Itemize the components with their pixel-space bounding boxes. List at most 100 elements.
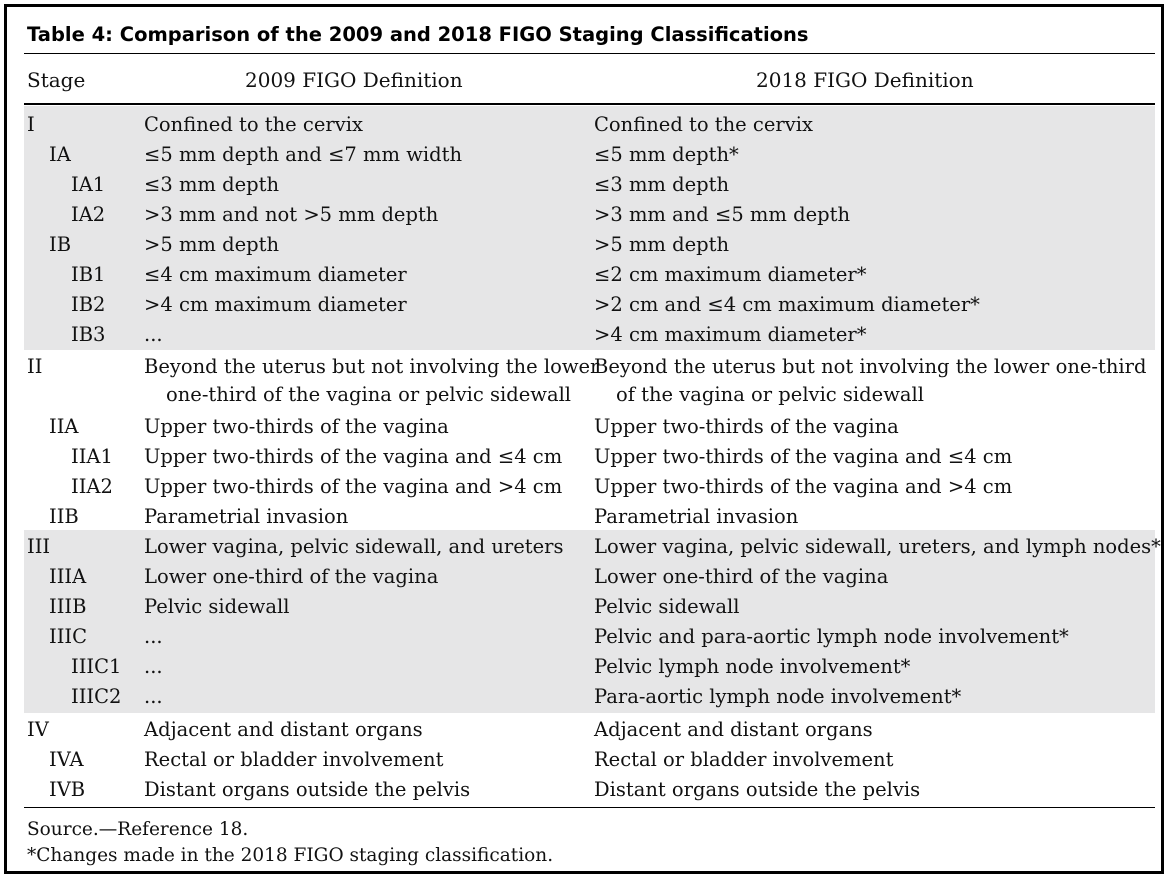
table-row: IIIA Lower one-third of the vagina Lower… xyxy=(24,562,1155,592)
column-header-2009-definition: 2009 FIGO Definition xyxy=(245,68,463,92)
definition-2018-cell: Pelvic and para-aortic lymph node involv… xyxy=(594,625,1069,648)
stage-cell: IIA1 xyxy=(71,445,113,468)
stage-cell: IVB xyxy=(49,778,86,801)
definition-2018-cell: Upper two-thirds of the vagina and >4 cm xyxy=(594,475,1013,498)
table-row: IIIC ... Pelvic and para-aortic lymph no… xyxy=(24,622,1155,652)
definition-2018-cell: >2 cm and ≤4 cm maximum diameter* xyxy=(594,293,980,316)
definition-2009-cell: Rectal or bladder involvement xyxy=(144,748,444,771)
definition-2018-cell: Parametrial invasion xyxy=(594,505,799,528)
definition-2018-cell: >5 mm depth xyxy=(594,233,730,256)
table-row: IA1 ≤3 mm depth ≤3 mm depth xyxy=(24,170,1155,200)
stage-group-ii: II Beyond the uterus but not involving t… xyxy=(24,350,1155,530)
definition-2009-cell: Adjacent and distant organs xyxy=(144,718,423,741)
table-bottom-rule xyxy=(24,807,1155,808)
table-row: IIIC1 ... Pelvic lymph node involvement* xyxy=(24,652,1155,682)
table-title: Table 4: Comparison of the 2009 and 2018… xyxy=(27,23,809,46)
table-row: I Confined to the cervix Confined to the… xyxy=(24,110,1155,140)
definition-2018-cell: Rectal or bladder involvement xyxy=(594,748,894,771)
table-row: IIA1 Upper two-thirds of the vagina and … xyxy=(24,442,1155,472)
title-rule xyxy=(24,53,1155,54)
table-row: IA ≤5 mm depth and ≤7 mm width ≤5 mm dep… xyxy=(24,140,1155,170)
stage-cell: III xyxy=(27,535,51,558)
table-row: IV Adjacent and distant organs Adjacent … xyxy=(24,715,1155,745)
definition-2009-cell: >3 mm and not >5 mm depth xyxy=(144,203,439,226)
stage-group-i: I Confined to the cervix Confined to the… xyxy=(24,106,1155,350)
stage-cell: IB2 xyxy=(71,293,106,316)
table-frame: Table 4: Comparison of the 2009 and 2018… xyxy=(4,4,1164,874)
definition-2018-cell: Pelvic lymph node involvement* xyxy=(594,655,911,678)
table-row: IVB Distant organs outside the pelvis Di… xyxy=(24,775,1155,805)
definition-2009-cell: ≤3 mm depth xyxy=(144,173,280,196)
definition-2009-cell: >5 mm depth xyxy=(144,233,280,256)
table-row: IVA Rectal or bladder involvement Rectal… xyxy=(24,745,1155,775)
definition-2018-cell: Upper two-thirds of the vagina xyxy=(594,415,899,438)
definition-2009-cell: Lower one-third of the vagina xyxy=(144,565,439,588)
stage-cell: IIIA xyxy=(49,565,87,588)
stage-group-iv: IV Adjacent and distant organs Adjacent … xyxy=(24,713,1155,807)
stage-cell: IA xyxy=(49,143,71,166)
definition-2018-cell: ≤5 mm depth* xyxy=(594,143,739,166)
definition-2018-cell: Pelvic sidewall xyxy=(594,595,740,618)
stage-cell: IIIC2 xyxy=(71,685,122,708)
table-row: IB2 >4 cm maximum diameter >2 cm and ≤4 … xyxy=(24,290,1155,320)
table-row: IB3 ... >4 cm maximum diameter* xyxy=(24,320,1155,350)
table-row: IIB Parametrial invasion Parametrial inv… xyxy=(24,502,1155,532)
table-row: IIA2 Upper two-thirds of the vagina and … xyxy=(24,472,1155,502)
stage-cell: IIB xyxy=(49,505,79,528)
stage-cell: II xyxy=(27,355,43,378)
definition-2009-cell: ... xyxy=(144,323,163,346)
stage-cell: IV xyxy=(27,718,49,741)
definition-2009-cell: Pelvic sidewall xyxy=(144,595,290,618)
definition-2018-cell: Distant organs outside the pelvis xyxy=(594,778,921,801)
table-row: IB1 ≤4 cm maximum diameter ≤2 cm maximum… xyxy=(24,260,1155,290)
table-row: IB >5 mm depth >5 mm depth xyxy=(24,230,1155,260)
definition-2018-cell: Adjacent and distant organs xyxy=(594,718,873,741)
table-row: III Lower vagina, pelvic sidewall, and u… xyxy=(24,532,1161,562)
changes-footnote: *Changes made in the 2018 FIGO staging c… xyxy=(27,845,554,866)
definition-2009-cell: Beyond the uterus but not involving the … xyxy=(144,355,600,378)
definition-2009-cell: ... xyxy=(144,625,163,648)
definition-2018-cell: ≤2 cm maximum diameter* xyxy=(594,263,867,286)
stage-cell: IB1 xyxy=(71,263,106,286)
stage-cell: IB3 xyxy=(71,323,106,346)
header-rule xyxy=(24,103,1155,105)
definition-2018-cell: Upper two-thirds of the vagina and ≤4 cm xyxy=(594,445,1013,468)
definition-2009-cell: Upper two-thirds of the vagina xyxy=(144,415,449,438)
stage-cell: IIA xyxy=(49,415,79,438)
table-row: one-third of the vagina or pelvic sidewa… xyxy=(24,380,1155,410)
table-row: IIIC2 ... Para-aortic lymph node involve… xyxy=(24,682,1155,712)
stage-cell: IIA2 xyxy=(71,475,113,498)
definition-2018-cell: >4 cm maximum diameter* xyxy=(594,323,867,346)
stage-group-iii: III Lower vagina, pelvic sidewall, and u… xyxy=(24,530,1161,713)
definition-2018-cell: Beyond the uterus but not involving the … xyxy=(594,355,1147,378)
table-row: IIA Upper two-thirds of the vagina Upper… xyxy=(24,412,1155,442)
definition-2009-cell: ≤4 cm maximum diameter xyxy=(144,263,407,286)
definition-2009-cell: one-third of the vagina or pelvic sidewa… xyxy=(166,383,572,406)
definition-2009-cell: >4 cm maximum diameter xyxy=(144,293,407,316)
definition-2009-cell: Upper two-thirds of the vagina and ≤4 cm xyxy=(144,445,563,468)
definition-2009-cell: Parametrial invasion xyxy=(144,505,349,528)
definition-2018-cell: >3 mm and ≤5 mm depth xyxy=(594,203,851,226)
definition-2009-cell: ... xyxy=(144,685,163,708)
column-header-stage: Stage xyxy=(27,68,86,92)
definition-2009-cell: Upper two-thirds of the vagina and >4 cm xyxy=(144,475,563,498)
table-row: IA2 >3 mm and not >5 mm depth >3 mm and … xyxy=(24,200,1155,230)
source-footnote: Source.—Reference 18. xyxy=(27,819,249,840)
definition-2018-cell: Lower one-third of the vagina xyxy=(594,565,889,588)
stage-cell: IB xyxy=(49,233,72,256)
definition-2018-cell: ≤3 mm depth xyxy=(594,173,730,196)
table-row: II Beyond the uterus but not involving t… xyxy=(24,352,1155,382)
definition-2009-cell: ≤5 mm depth and ≤7 mm width xyxy=(144,143,463,166)
stage-cell: IIIC1 xyxy=(71,655,122,678)
definition-2018-cell: Para-aortic lymph node involvement* xyxy=(594,685,962,708)
definition-2009-cell: Lower vagina, pelvic sidewall, and urete… xyxy=(144,535,564,558)
column-header-2018-definition: 2018 FIGO Definition xyxy=(756,68,974,92)
table-row: IIIB Pelvic sidewall Pelvic sidewall xyxy=(24,592,1155,622)
stage-cell: IIIB xyxy=(49,595,87,618)
definition-2018-cell: Confined to the cervix xyxy=(594,113,813,136)
definition-2018-cell: Lower vagina, pelvic sidewall, ureters, … xyxy=(594,535,1161,558)
stage-cell: IIIC xyxy=(49,625,88,648)
stage-cell: IVA xyxy=(49,748,84,771)
definition-2009-cell: Confined to the cervix xyxy=(144,113,363,136)
stage-cell: IA2 xyxy=(71,203,106,226)
